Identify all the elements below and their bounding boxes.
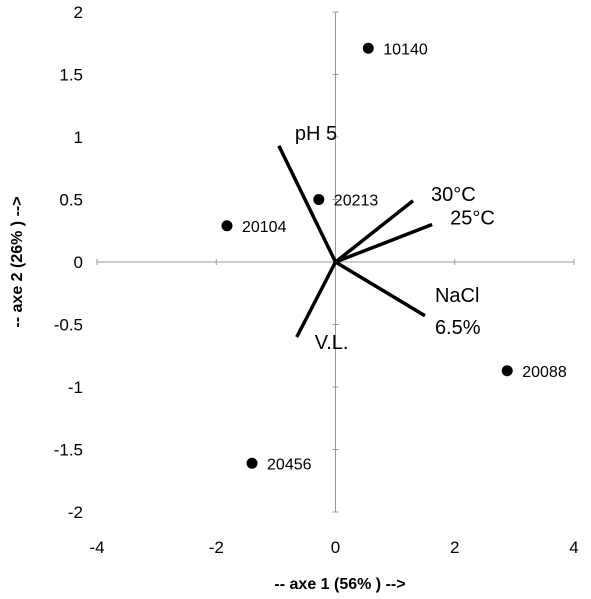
y-tick-label: 0 <box>74 253 83 272</box>
point-label: 20104 <box>242 219 287 236</box>
points: 10140 20213 20104 20088 20456 <box>221 41 567 473</box>
point-label: 10140 <box>383 41 428 58</box>
loading-vector <box>295 261 338 338</box>
vector-label: V.L. <box>315 332 349 354</box>
y-tick-label: 0.5 <box>59 191 83 210</box>
loading-vector <box>334 199 415 264</box>
y-tick-label: 1 <box>74 128 83 147</box>
vector-label: 6.5% <box>435 317 481 339</box>
vector-label: pH 5 <box>295 123 337 145</box>
data-point <box>246 457 258 469</box>
y-axis-title: -- axe 2 (26% ) --> <box>9 196 26 327</box>
point-label: 20456 <box>267 456 312 473</box>
y-tick-label: -1 <box>68 378 83 397</box>
data-point <box>362 42 374 54</box>
data-point <box>501 365 513 377</box>
loading-vector <box>334 260 426 318</box>
y-tick-label: 1.5 <box>59 66 83 85</box>
point-label: 20213 <box>334 193 379 210</box>
x-tick-label: 4 <box>569 538 578 557</box>
y-tick-label: -1.5 <box>54 441 83 460</box>
vectors: pH 5 30°C25°C NaCl 6.5% V.L. <box>277 123 495 354</box>
y-tick-label: -2 <box>68 503 83 522</box>
tick-labels: -4 -2 0 2 4 -2 -1.5 -1 -0.5 0 0.5 1 1.5 2 <box>54 3 579 557</box>
y-tick-label: 2 <box>74 3 83 22</box>
loading-vector <box>277 144 338 263</box>
x-tick-label: -2 <box>209 538 224 557</box>
point-label: 20088 <box>522 364 567 381</box>
vector-label: NaCl <box>435 285 479 307</box>
x-tick-label: 0 <box>331 538 340 557</box>
x-tick-label: -4 <box>89 538 104 557</box>
loading-vector <box>334 222 433 264</box>
y-tick-label: -0.5 <box>54 316 83 335</box>
x-axis-title: -- axe 1 (56% ) --> <box>274 576 405 593</box>
data-point <box>313 194 325 205</box>
data-point <box>221 220 233 232</box>
vector-label: 25°C <box>450 208 495 230</box>
x-tick-label: 2 <box>450 538 459 557</box>
vector-label: 30°C <box>431 184 476 206</box>
